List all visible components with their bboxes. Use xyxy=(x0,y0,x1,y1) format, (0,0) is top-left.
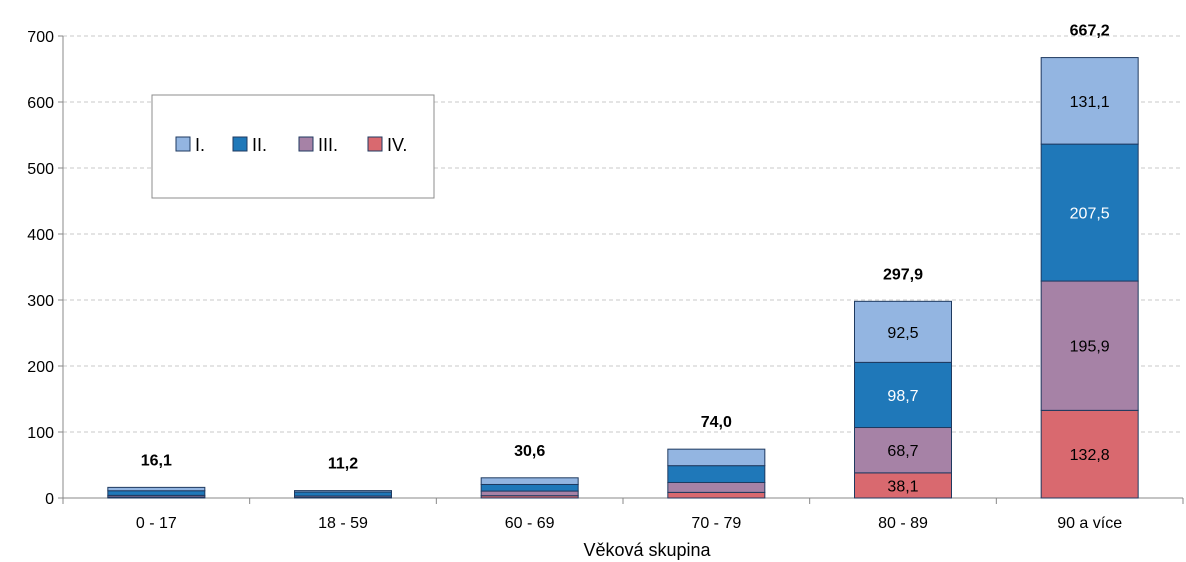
bar-segment xyxy=(1040,143,1139,282)
bar-segment xyxy=(667,465,766,483)
y-tick-label: 0 xyxy=(45,491,54,508)
legend-swatch xyxy=(175,136,191,152)
x-tick-label: 90 a více xyxy=(1057,515,1122,532)
bar-segment xyxy=(667,481,766,493)
bar-segment xyxy=(1040,57,1139,145)
legend-swatch xyxy=(298,136,314,152)
x-tick-label: 0 - 17 xyxy=(136,515,177,532)
legend-swatch xyxy=(232,136,248,152)
bar-segment xyxy=(107,486,206,492)
y-tick-label: 600 xyxy=(27,95,54,112)
legend-entry-label: IV. xyxy=(387,135,407,155)
bar-segment xyxy=(854,361,952,429)
legend-entry-label: III. xyxy=(318,135,338,155)
bar-segment xyxy=(1040,280,1139,411)
data-labels: 16,1 11,2 30,6 74,0 38,1 68,7 98,7 92,5 297,9 132… xyxy=(141,23,1110,496)
x-tick-label: 60 - 69 xyxy=(505,515,555,532)
x-tick-label: 18 - 59 xyxy=(318,515,368,532)
bar-segment xyxy=(480,483,579,492)
legend-swatch xyxy=(367,136,383,152)
y-tick-label: 200 xyxy=(27,359,54,376)
legend-entry-label: I. xyxy=(195,135,205,155)
segment-value-label: 207,5 xyxy=(1070,206,1110,223)
y-tick-label: 300 xyxy=(27,293,54,310)
bar-segment xyxy=(667,448,766,467)
segment-value-label: 92,5 xyxy=(887,325,918,342)
bar-segment xyxy=(107,490,206,496)
bar-segment xyxy=(1040,409,1139,499)
segment-value-label: 195,9 xyxy=(1070,339,1110,356)
x-tick-label: 80 - 89 xyxy=(878,515,928,532)
legend-entry-label: II. xyxy=(252,135,267,155)
y-tick-label: 500 xyxy=(27,161,54,178)
y-tick-label: 400 xyxy=(27,227,54,244)
total-value-label: 667,2 xyxy=(1070,23,1110,40)
segment-value-label: 38,1 xyxy=(887,478,918,495)
total-value-label: 11,2 xyxy=(328,456,358,473)
total-value-label: 16,1 xyxy=(141,452,172,469)
bars xyxy=(107,57,1139,499)
bar-segment xyxy=(294,491,392,497)
bar-segment xyxy=(854,427,952,474)
x-tick-label: 70 - 79 xyxy=(691,515,741,532)
y-tick-label: 100 xyxy=(27,425,54,442)
total-value-label: 297,9 xyxy=(883,266,923,283)
segment-value-label: 98,7 xyxy=(887,388,918,405)
y-tick-label: 700 xyxy=(27,29,54,46)
bar-segment xyxy=(480,477,579,485)
x-axis-title: Věková skupina xyxy=(583,540,711,560)
segment-value-label: 68,7 xyxy=(887,443,918,460)
total-value-label: 74,0 xyxy=(701,414,732,431)
legend: I. II. III. IV. xyxy=(151,94,435,199)
legend-box xyxy=(151,94,435,199)
bar-segment xyxy=(480,490,579,497)
bar-segment xyxy=(854,300,952,363)
bar-segment xyxy=(294,490,392,493)
total-value-label: 30,6 xyxy=(514,443,545,460)
bar-segment xyxy=(667,491,766,499)
segment-value-label: 132,8 xyxy=(1070,447,1110,464)
grid-lines xyxy=(63,35,1183,433)
segment-value-label: 131,1 xyxy=(1070,94,1110,111)
axes: 0 100 200 300 400 500 600 700 0 - 17 18 - 59 60 - … xyxy=(27,29,1184,532)
